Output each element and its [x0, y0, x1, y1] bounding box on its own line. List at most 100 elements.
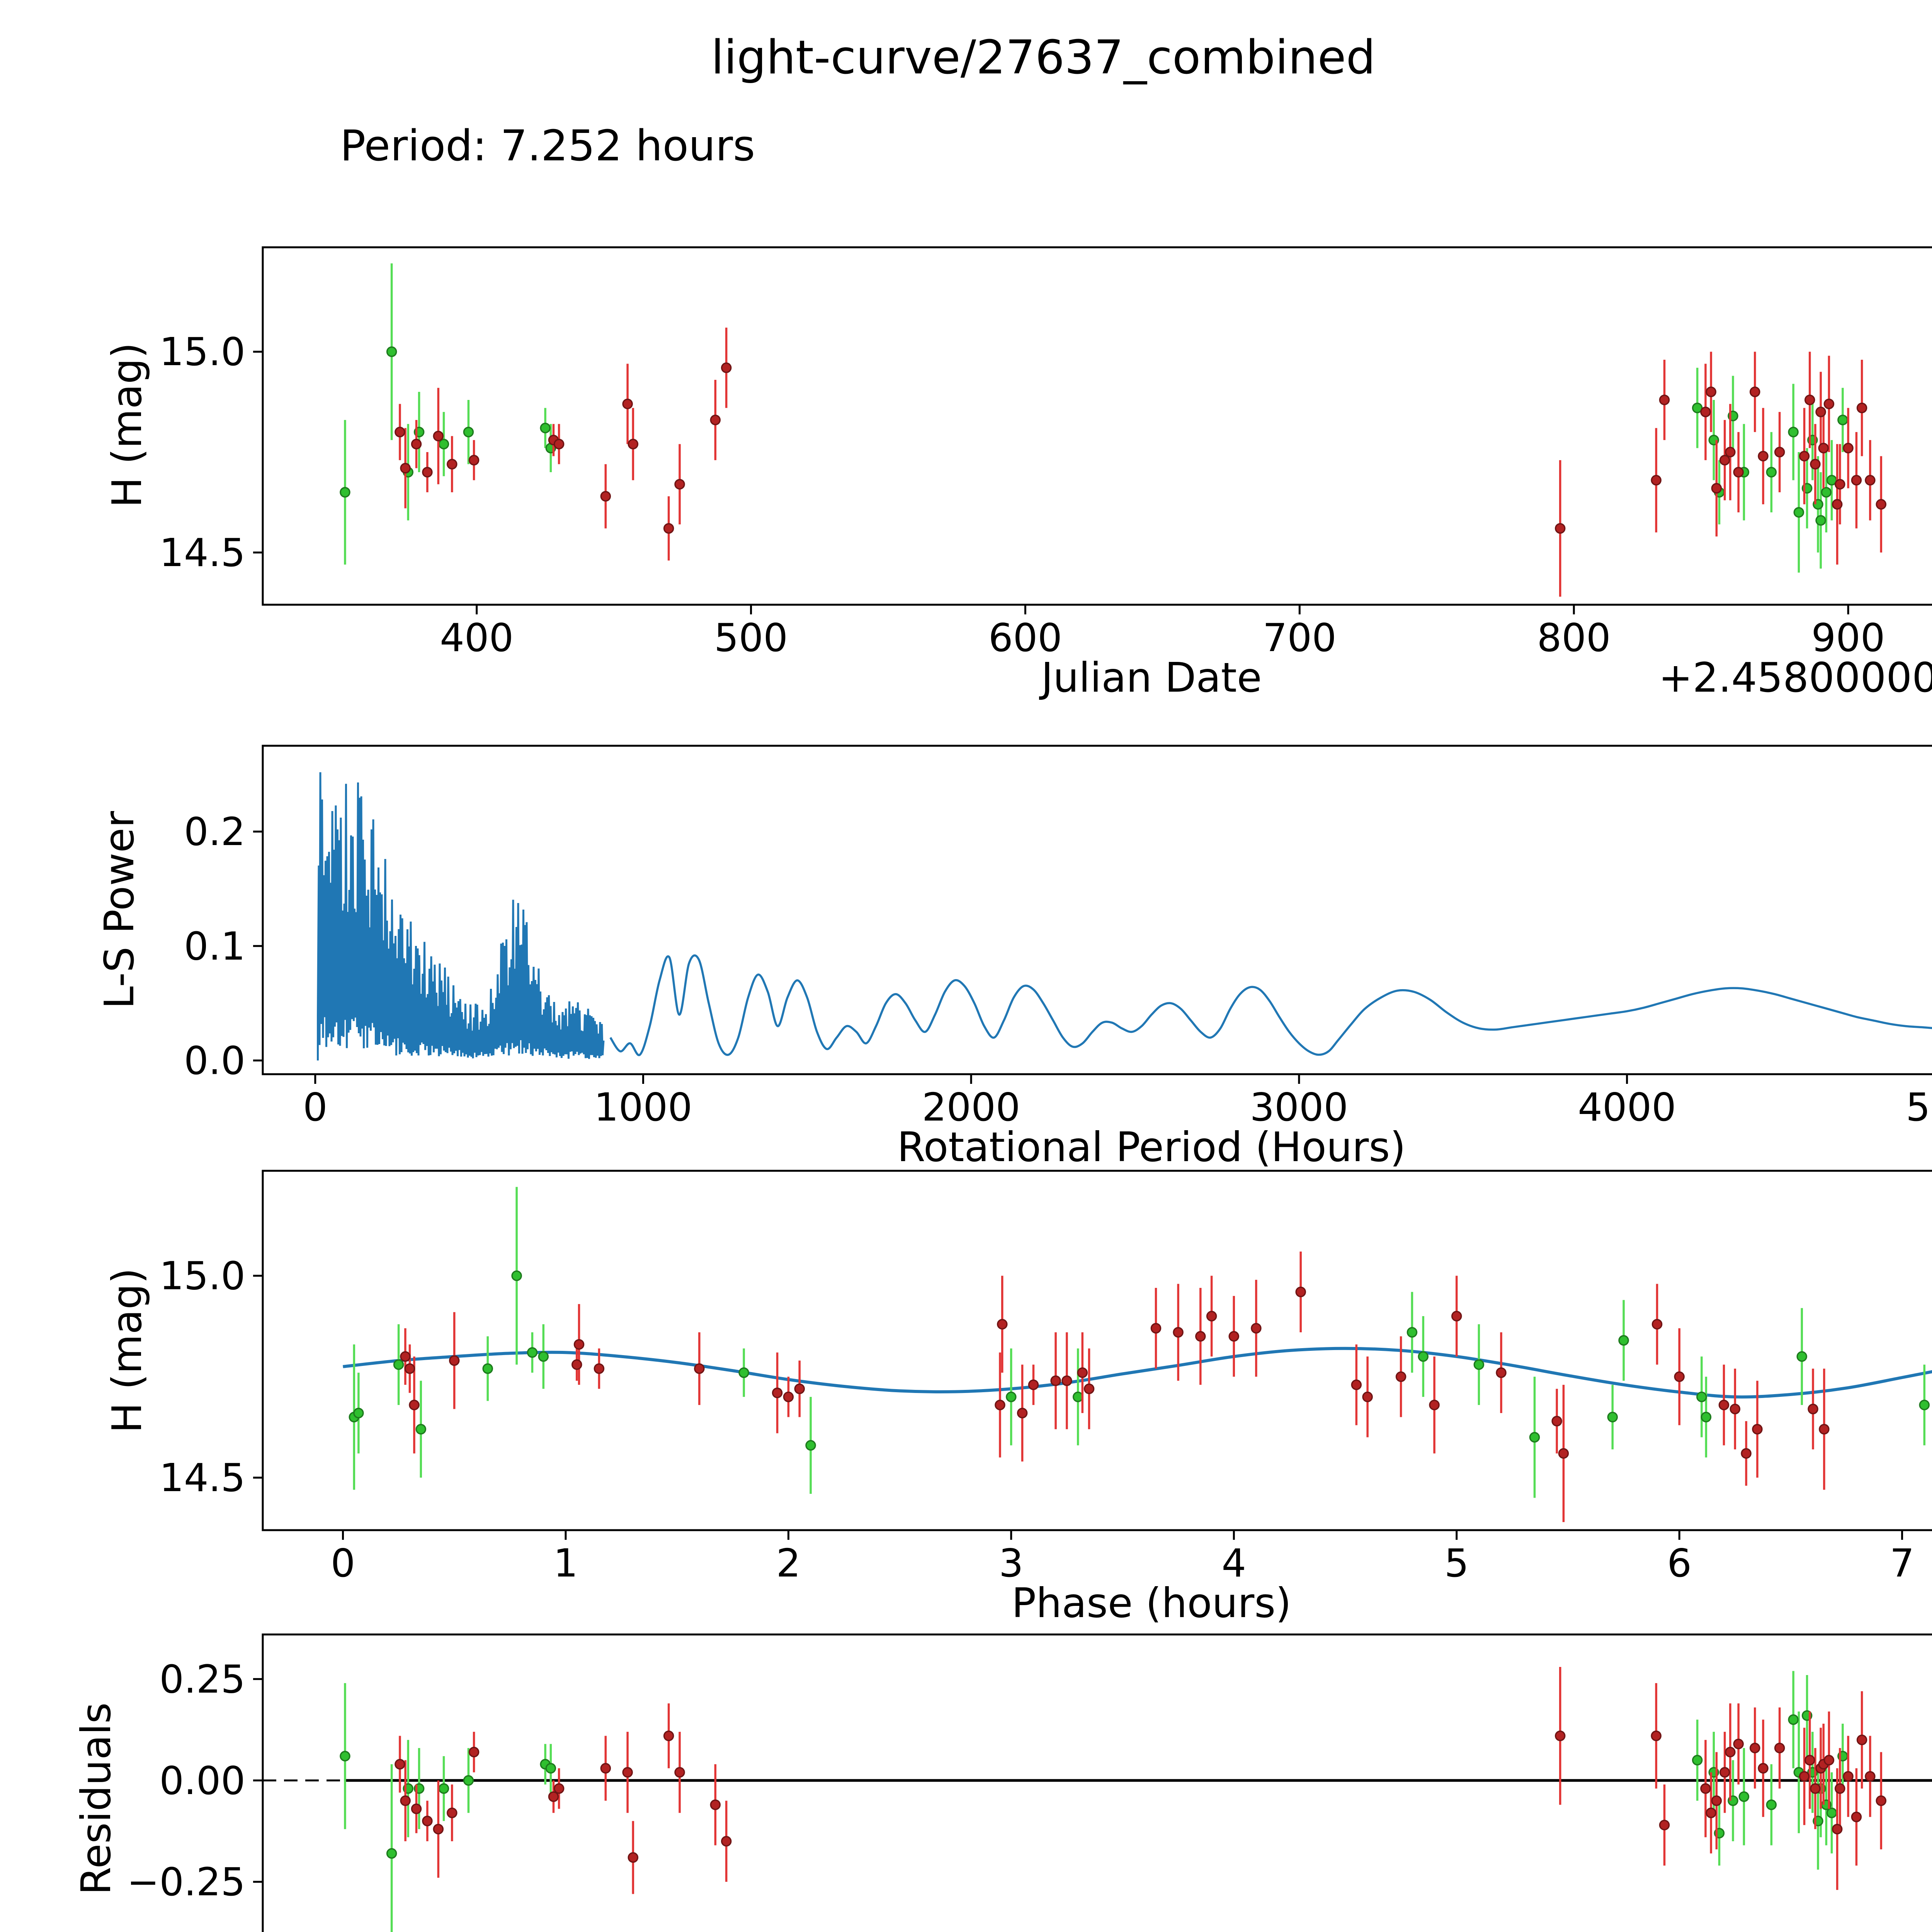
data-point [1083, 1383, 1095, 1395]
data-point [1692, 402, 1703, 413]
data-point [1725, 1747, 1736, 1758]
jd-offset-label: +2.4580000000e6 [1658, 655, 1932, 701]
data-point [710, 1799, 721, 1810]
x-tick-label: 6 [1667, 1541, 1692, 1586]
data-point [594, 1363, 605, 1374]
data-point [1815, 515, 1826, 526]
data-point [511, 1270, 522, 1281]
data-point [772, 1387, 783, 1398]
data-point [411, 1803, 422, 1814]
y-tick-label: 0.25 [159, 1656, 245, 1702]
data-point [1837, 415, 1848, 425]
data-point [1799, 1771, 1810, 1782]
data-point [1810, 459, 1821, 469]
data-point [1725, 447, 1736, 457]
data-point [395, 1759, 405, 1770]
model-curve [343, 1347, 1932, 1399]
data-point [1758, 1763, 1769, 1774]
data-point [1832, 499, 1843, 510]
data-point [386, 1848, 397, 1859]
axes-frame [262, 246, 1932, 606]
data-point [340, 487, 350, 498]
data-point [1651, 1319, 1663, 1330]
axes-frame [262, 1633, 1932, 1932]
data-point [1919, 1400, 1930, 1410]
data-point [1017, 1408, 1028, 1418]
data-point [1808, 1403, 1818, 1415]
data-point [1818, 442, 1829, 454]
data-point [1692, 1755, 1703, 1766]
data-point [805, 1440, 816, 1451]
data-point [433, 430, 444, 442]
data-point [422, 1815, 433, 1827]
data-point [1799, 451, 1810, 462]
x-tick-label: 4000 [1578, 1085, 1676, 1130]
data-point [1832, 1823, 1843, 1835]
data-point [1706, 1807, 1716, 1818]
data-point [1856, 402, 1867, 413]
data-point [1496, 1367, 1507, 1378]
data-point [553, 1783, 565, 1794]
data-point [1843, 1771, 1854, 1782]
series-dataset-green [349, 1187, 1930, 1498]
jd-yaxis-label: H (mag) [104, 342, 151, 508]
x-tick-label: 3000 [1250, 1085, 1349, 1130]
data-point [622, 398, 633, 410]
data-point [1823, 1755, 1835, 1766]
data-point [386, 346, 397, 357]
data-point [1228, 1331, 1240, 1342]
series-dataset-red [395, 327, 1887, 597]
y-tick-label: 0.0 [184, 1038, 245, 1083]
x-tick-label: 5000 [1906, 1085, 1932, 1130]
data-point [1766, 1799, 1777, 1810]
panel-periodogram: 0 1000 2000 3000 4000 5000 0.0 0.1 0.2 [184, 745, 1932, 1130]
data-point [1554, 523, 1566, 534]
data-point [1554, 1730, 1566, 1742]
data-point [1711, 483, 1722, 494]
data-point [1819, 1424, 1830, 1435]
x-tick-label: 1000 [594, 1085, 692, 1130]
data-point [1826, 1807, 1837, 1818]
data-point [783, 1391, 794, 1402]
y-tick-label: 0.00 [159, 1758, 245, 1803]
x-tick-label: 400 [440, 615, 514, 660]
periodogram-xaxis-label: Rotational Period (Hours) [897, 1124, 1406, 1171]
data-point [468, 1747, 480, 1758]
data-point [1749, 1743, 1760, 1753]
data-point [1700, 1783, 1711, 1794]
y-tick-label: 0.2 [184, 809, 245, 854]
data-point [468, 455, 480, 466]
data-point [1752, 1424, 1763, 1435]
x-tick-label: 2000 [922, 1085, 1020, 1130]
axes-frame [262, 745, 1932, 1075]
data-point [400, 463, 411, 474]
data-point [674, 479, 685, 490]
data-point [663, 523, 674, 534]
data-point [1195, 1331, 1206, 1342]
data-point [1150, 1323, 1162, 1334]
panel-phase-folded: 0 1 2 3 4 5 6 7 14.5 15.0 [159, 1170, 1932, 1586]
data-point [1659, 1820, 1670, 1830]
x-tick-label: 2 [776, 1541, 801, 1586]
data-point [1758, 451, 1769, 462]
series-dataset-green [340, 263, 1848, 573]
data-point [415, 1424, 427, 1435]
data-point [538, 1351, 549, 1362]
data-point [463, 1775, 474, 1786]
data-point [1173, 1327, 1184, 1338]
data-point [463, 427, 474, 437]
data-point [422, 467, 433, 478]
data-point [600, 491, 611, 502]
data-point [997, 1319, 1008, 1330]
data-point [1006, 1391, 1017, 1402]
data-point [794, 1383, 805, 1395]
data-point [663, 1730, 674, 1742]
data-point [1706, 386, 1716, 397]
data-point [622, 1767, 633, 1778]
x-tick-label: 7 [1890, 1541, 1915, 1586]
series-dataset-red [395, 1667, 1887, 1894]
data-point [1741, 1448, 1752, 1459]
data-point [545, 1763, 556, 1774]
